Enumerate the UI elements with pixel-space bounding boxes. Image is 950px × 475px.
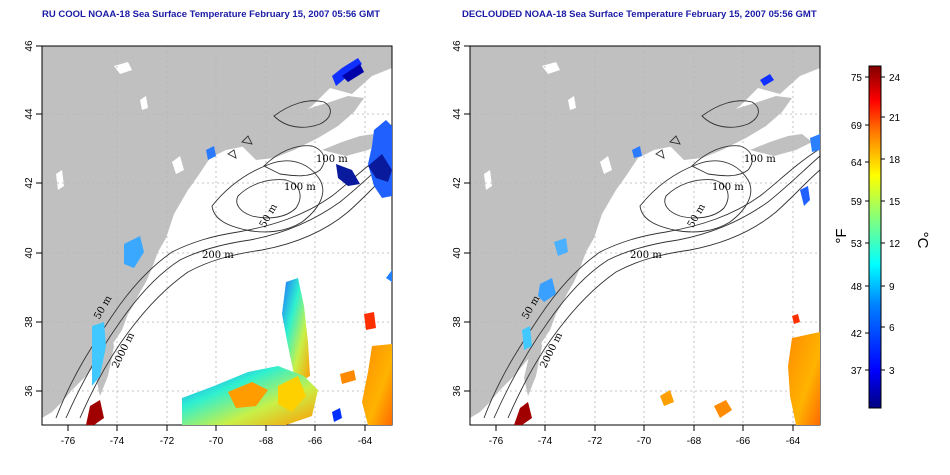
right-map-title: DECLOUDED NOAA-18 Sea Surface Temperatur…: [462, 9, 817, 20]
lon-tick-label: -64: [786, 436, 801, 447]
left-lon-ticks: -76 -74 -72 -70 -68 -66 -64: [61, 436, 373, 447]
lon-tick-label: -66: [308, 436, 323, 447]
right-lon-ticks: -76 -74 -72 -70 -68 -66 -64: [489, 436, 801, 447]
colorbar-f-tick: 48: [851, 282, 863, 293]
colorbar-c-tick: 21: [889, 113, 901, 124]
contour-label: 100 m: [744, 154, 776, 165]
lon-tick-label: -70: [637, 436, 652, 447]
lat-tick-label: 40: [452, 247, 463, 259]
contour-label: 100 m: [316, 154, 348, 165]
contour-label: 100 m: [284, 182, 316, 193]
colorbar-gradient: [868, 65, 882, 409]
lon-tick-label: -72: [588, 436, 603, 447]
left-lat-ticks: 46 44 42 40 38 36: [24, 40, 35, 397]
lon-tick-label: -74: [538, 436, 553, 447]
left-map-title: RU COOL NOAA-18 Sea Surface Temperature …: [42, 9, 381, 20]
colorbar-unit-c: °C: [914, 232, 931, 249]
lat-tick-label: 44: [24, 108, 35, 120]
lat-tick-label: 38: [452, 316, 463, 328]
colorbar-f-tick: 69: [851, 121, 863, 132]
colorbar-f-tick: 37: [851, 366, 863, 377]
colorbar: 75 69 64 59 53 48 42 37 24 21 18 15 12 9…: [833, 65, 931, 409]
colorbar-c-ticks: 24 21 18 15 12 9 6 3: [889, 73, 901, 377]
right-map-panel: 100 m 100 m 50 m 200 m 50 m 2000 m -76 -…: [452, 40, 821, 447]
colorbar-f-tick: 42: [851, 329, 863, 340]
left-sst-patches: [86, 58, 392, 425]
lon-tick-label: -72: [160, 436, 175, 447]
colorbar-c-tick: 6: [889, 323, 895, 334]
lon-tick-label: -64: [358, 436, 373, 447]
contour-label: 200 m: [630, 250, 662, 261]
contour-label: 200 m: [202, 250, 234, 261]
colorbar-f-tick: 64: [851, 158, 863, 169]
lat-tick-label: 42: [24, 177, 35, 189]
lat-tick-label: 46: [452, 40, 463, 52]
lon-tick-label: -68: [687, 436, 702, 447]
right-sst-patches: [514, 74, 820, 425]
lon-tick-label: -76: [61, 436, 76, 447]
lat-tick-label: 38: [24, 316, 35, 328]
lat-tick-label: 36: [452, 385, 463, 397]
lon-tick-label: -66: [736, 436, 751, 447]
contour-label: 50 m: [258, 202, 280, 230]
lat-tick-label: 42: [452, 177, 463, 189]
lat-tick-label: 44: [452, 108, 463, 120]
lat-tick-label: 36: [24, 385, 35, 397]
left-map-panel: 100 m 100 m 50 m 200 m 50 m 2000 m -76 -…: [24, 40, 393, 447]
lon-tick-label: -74: [110, 436, 125, 447]
contour-label: 100 m: [712, 182, 744, 193]
lon-tick-label: -76: [489, 436, 504, 447]
lat-tick-label: 46: [24, 40, 35, 52]
right-lat-ticks: 46 44 42 40 38 36: [452, 40, 463, 397]
colorbar-c-tick: 9: [889, 282, 895, 293]
colorbar-f-ticks: 75 69 64 59 53 48 42 37: [851, 73, 863, 377]
colorbar-c-tick: 3: [889, 366, 895, 377]
colorbar-f-tick: 53: [851, 239, 863, 250]
colorbar-unit-f: °F: [833, 228, 850, 243]
colorbar-c-tick: 12: [889, 239, 901, 250]
lat-tick-label: 40: [24, 247, 35, 259]
lon-tick-label: -70: [209, 436, 224, 447]
colorbar-c-tick: 18: [889, 155, 901, 166]
colorbar-c-tick: 24: [889, 73, 901, 84]
colorbar-c-tick: 15: [889, 197, 901, 208]
colorbar-f-tick: 59: [851, 197, 863, 208]
contour-label: 50 m: [686, 202, 708, 230]
colorbar-f-tick: 75: [851, 73, 863, 84]
lon-tick-label: -68: [259, 436, 274, 447]
